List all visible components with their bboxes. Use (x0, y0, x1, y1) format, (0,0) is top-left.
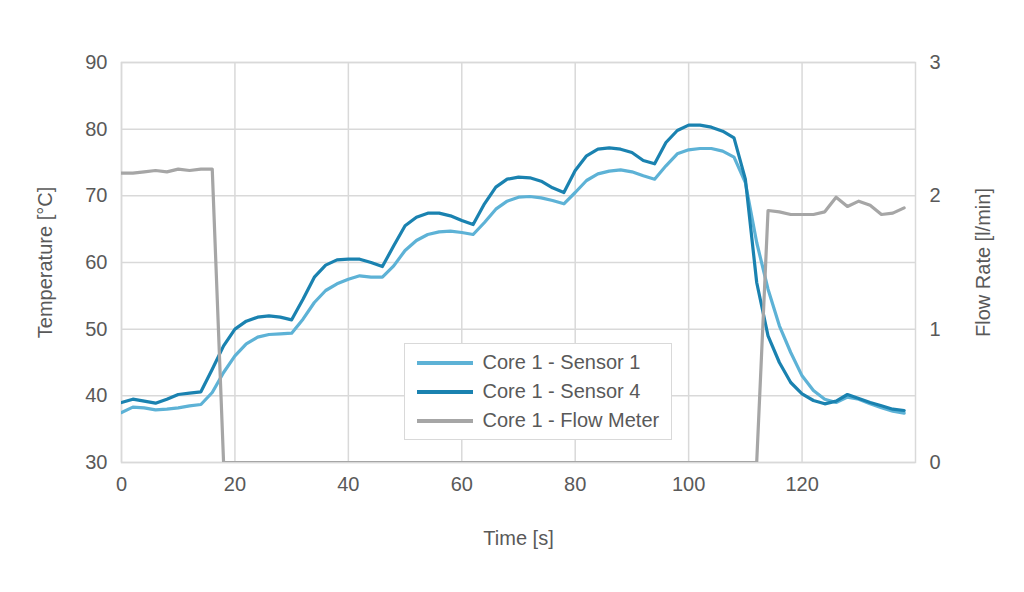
svg-text:60: 60 (451, 473, 473, 495)
svg-text:70: 70 (85, 184, 107, 206)
svg-text:30: 30 (85, 451, 107, 473)
svg-text:100: 100 (672, 473, 705, 495)
svg-text:0: 0 (116, 473, 127, 495)
svg-text:20: 20 (224, 473, 246, 495)
svg-text:1: 1 (930, 318, 941, 340)
svg-text:60: 60 (85, 251, 107, 273)
svg-text:90: 90 (85, 51, 107, 73)
html-text:Core 1 - Sensor 4: Core 1 - Sensor 4 (482, 380, 641, 402)
svg-text:Flow Rate [l/min]: Flow Rate [l/min] (972, 188, 994, 337)
html-text:Core 1 - Flow Meter: Core 1 - Flow Meter (482, 409, 660, 431)
svg-text:80: 80 (564, 473, 586, 495)
svg-text:40: 40 (337, 473, 359, 495)
svg-text:40: 40 (85, 384, 107, 406)
svg-text:Temperature [°C]: Temperature [°C] (34, 187, 56, 338)
svg-text:0: 0 (930, 451, 941, 473)
svg-text:3: 3 (930, 51, 941, 73)
svg-text:Time [s]: Time [s] (483, 527, 553, 549)
svg-text:50: 50 (85, 318, 107, 340)
svg-text:120: 120 (785, 473, 818, 495)
svg-text:80: 80 (85, 118, 107, 140)
html-text:Core 1 - Sensor 1: Core 1 - Sensor 1 (482, 351, 641, 373)
svg-text:2: 2 (930, 184, 941, 206)
